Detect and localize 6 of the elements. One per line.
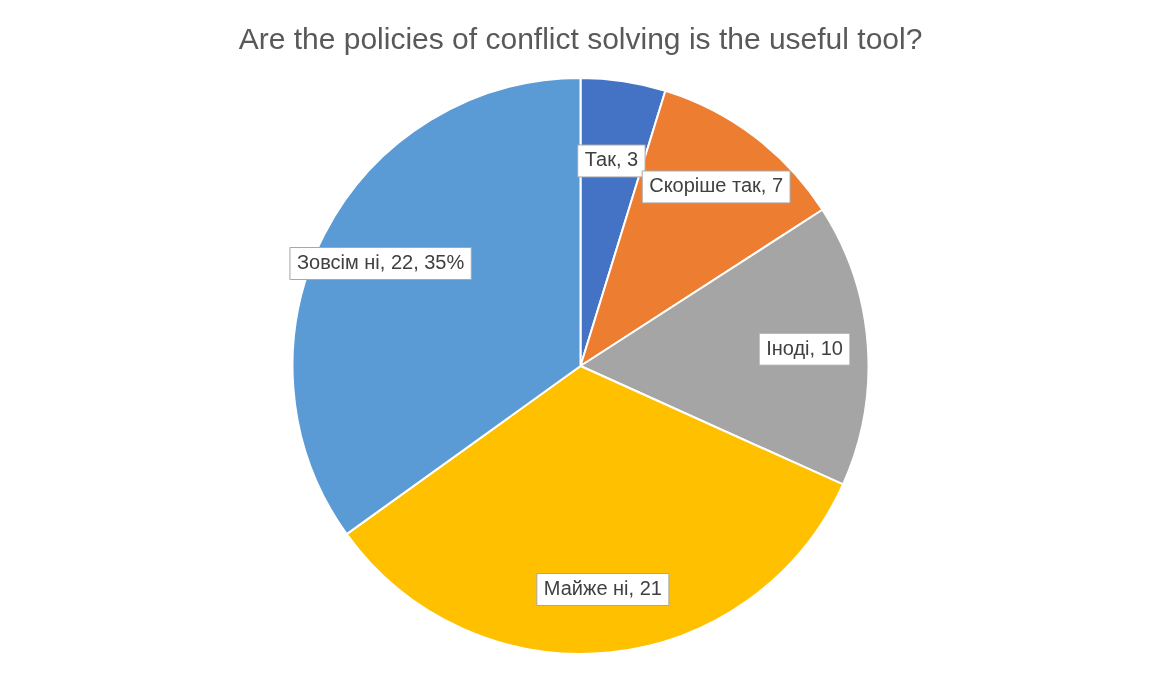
slice-label: Скоріше так, 7 [649,174,784,197]
slice-label: Зовсім ні, 22, 35% [296,251,465,274]
slice-label: Іноді, 10 [766,336,843,359]
slice-label: Майже ні, 21 [543,577,662,600]
chart-title: Are the policies of conflict solving is the useful tool? [238,22,923,56]
slice-label: Так, 3 [584,148,639,171]
